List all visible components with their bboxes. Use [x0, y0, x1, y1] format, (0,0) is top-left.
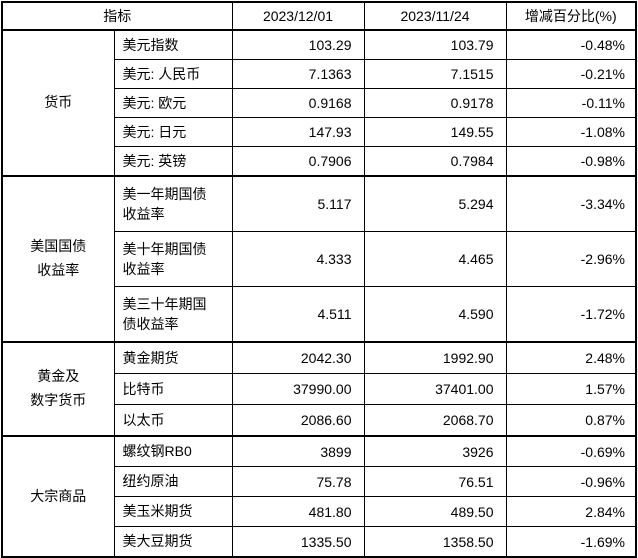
change-percent: -3.34% [505, 175, 637, 232]
change-percent: -1.69% [505, 526, 637, 558]
value-20231124: 4.465 [363, 231, 507, 287]
table-row: 美元: 日元 147.93 149.55 -1.08% [2, 117, 637, 147]
table-row: 货币 美元指数 103.29 103.79 -0.48% [1, 29, 637, 177]
value-20231124: 1992.90 [363, 341, 507, 374]
table-row: 美元: 欧元 0.9168 0.9178 -0.11% [2, 88, 637, 118]
change-percent: 1.57% [505, 373, 637, 405]
indicator-name: 以太币 [113, 404, 233, 437]
change-percent: -1.72% [505, 286, 637, 343]
value-20231201: 5.117 [231, 175, 365, 232]
value-20231124: 0.7984 [363, 146, 507, 177]
table-row: 美三十年期国债收益率 4.511 4.590 -1.72% [2, 286, 637, 343]
change-percent: -0.98% [505, 146, 637, 177]
header-date-20231201: 2023/12/01 [231, 1, 365, 31]
change-percent: -0.96% [505, 466, 637, 497]
table-row: 美十年期国债收益率 4.333 4.465 -2.96% [2, 231, 637, 287]
indicator-name: 美元: 日元 [113, 117, 233, 147]
value-20231201: 0.9168 [231, 88, 365, 118]
table-row: 美国国债 收益率 美一年期国债收益率 5.117 5.294 -3.34% [1, 175, 637, 343]
indicator-name: 美三十年期国债收益率 [113, 286, 233, 343]
value-20231201: 2042.30 [231, 341, 365, 374]
category-commodities: 大宗商品 [1, 435, 115, 558]
value-20231124: 3926 [363, 435, 507, 467]
value-20231201: 37990.00 [231, 373, 365, 405]
value-20231201: 147.93 [231, 117, 365, 147]
category-gold-crypto: 黄金及 数字货币 [1, 341, 115, 437]
value-20231124: 5.294 [363, 175, 507, 232]
change-percent: -2.96% [505, 231, 637, 287]
value-20231124: 1358.50 [363, 526, 507, 558]
change-percent: 2.48% [505, 341, 637, 374]
indicator-name: 美元指数 [113, 29, 233, 60]
indicator-name: 美玉米期货 [113, 496, 233, 527]
indicator-name: 美元: 欧元 [113, 88, 233, 118]
header-indicator: 指标 [1, 1, 233, 31]
value-20231124: 7.1515 [363, 59, 507, 89]
value-20231124: 4.590 [363, 286, 507, 343]
table-row: 黄金及 数字货币 黄金期货 2042.30 1992.90 2.48% [1, 341, 637, 437]
indicator-name: 纽约原油 [113, 466, 233, 497]
indicator-name: 比特币 [113, 373, 233, 405]
value-20231201: 0.7906 [231, 146, 365, 177]
table-header-row: 指标 2023/12/01 2023/11/24 增减百分比(%) [1, 1, 637, 31]
indicator-name: 美元: 英镑 [113, 146, 233, 177]
table-row: 比特币 37990.00 37401.00 1.57% [2, 373, 637, 405]
value-20231201: 3899 [231, 435, 365, 467]
value-20231201: 4.333 [231, 231, 365, 287]
table-row: 大宗商品 螺纹钢RB0 3899 3926 -0.69% [1, 435, 637, 558]
table-row: 以太币 2086.60 2068.70 0.87% [2, 404, 637, 437]
value-20231124: 76.51 [363, 466, 507, 497]
value-20231201: 481.80 [231, 496, 365, 527]
indicator-name: 黄金期货 [113, 341, 233, 374]
value-20231124: 489.50 [363, 496, 507, 527]
change-percent: -0.69% [505, 435, 637, 467]
value-20231124: 149.55 [363, 117, 507, 147]
indicator-name: 螺纹钢RB0 [113, 435, 233, 467]
value-20231201: 103.29 [231, 29, 365, 60]
header-date-20231124: 2023/11/24 [363, 1, 507, 31]
value-20231201: 2086.60 [231, 404, 365, 437]
value-20231201: 4.511 [231, 286, 365, 343]
change-percent: 2.84% [505, 496, 637, 527]
header-change-percent: 增减百分比(%) [505, 1, 637, 31]
indicator-name: 美元: 人民币 [113, 59, 233, 89]
table-row: 美元: 英镑 0.7906 0.7984 -0.98% [2, 146, 637, 177]
value-20231201: 7.1363 [231, 59, 365, 89]
indicator-name: 美一年期国债收益率 [113, 175, 233, 232]
indicator-name: 美十年期国债收益率 [113, 231, 233, 287]
value-20231124: 0.9178 [363, 88, 507, 118]
value-20231124: 2068.70 [363, 404, 507, 437]
category-currency: 货币 [1, 29, 115, 177]
change-percent: 0.87% [505, 404, 637, 437]
change-percent: -0.48% [505, 29, 637, 60]
value-20231201: 75.78 [231, 466, 365, 497]
table-row: 美元: 人民币 7.1363 7.1515 -0.21% [2, 59, 637, 89]
category-us-treasury-yield: 美国国债 收益率 [1, 175, 115, 343]
value-20231124: 37401.00 [363, 373, 507, 405]
change-percent: -0.21% [505, 59, 637, 89]
indicator-name: 美大豆期货 [113, 526, 233, 558]
value-20231201: 1335.50 [231, 526, 365, 558]
change-percent: -0.11% [505, 88, 637, 118]
change-percent: -1.08% [505, 117, 637, 147]
value-20231124: 103.79 [363, 29, 507, 60]
